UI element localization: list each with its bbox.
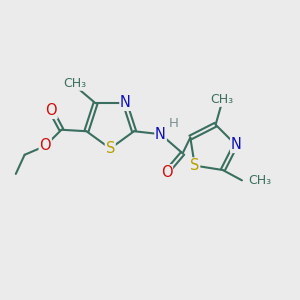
Text: H: H (169, 117, 179, 130)
Text: CH₃: CH₃ (210, 93, 233, 106)
Text: O: O (160, 165, 172, 180)
Text: O: O (39, 139, 51, 154)
Text: O: O (45, 103, 57, 118)
Text: N: N (231, 137, 242, 152)
Text: N: N (120, 95, 131, 110)
Text: S: S (106, 141, 115, 156)
Text: CH₃: CH₃ (248, 174, 271, 187)
Text: N: N (155, 127, 166, 142)
Text: CH₃: CH₃ (63, 77, 86, 90)
Text: S: S (190, 158, 200, 173)
